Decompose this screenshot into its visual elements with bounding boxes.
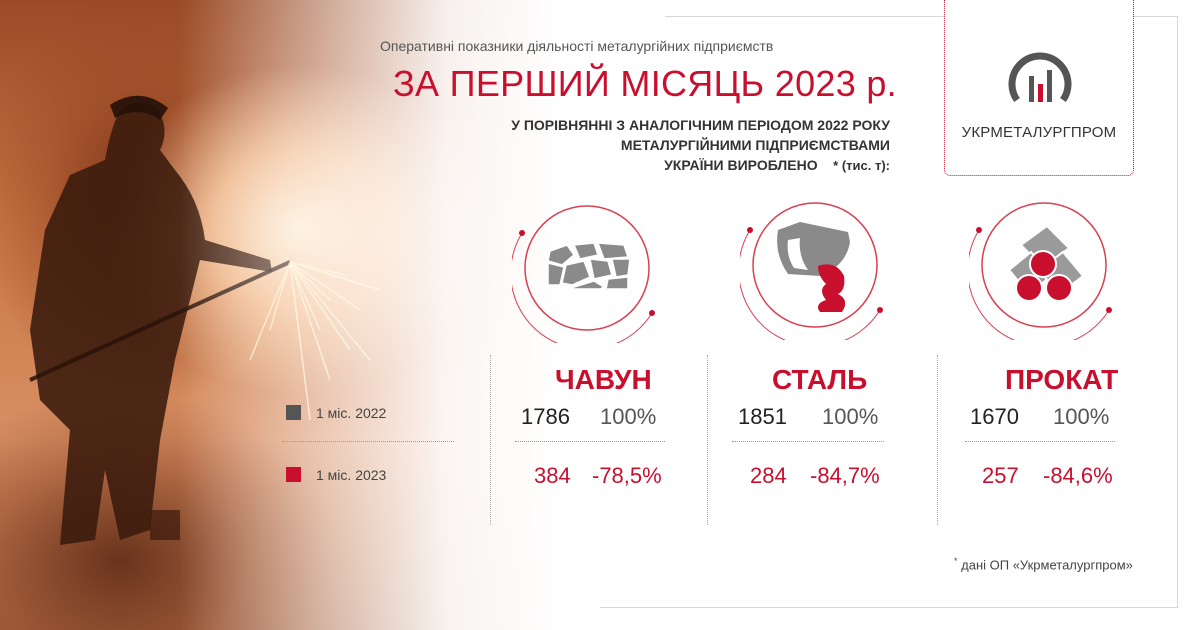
prev-value: 1670 — [970, 404, 1019, 429]
column-separator — [707, 355, 708, 525]
comparison-line-3-wrap: УКРАЇНИ ВИРОБЛЕНО * (тис. т): — [410, 155, 890, 176]
pipes-icon — [969, 202, 1112, 340]
row-divider — [515, 441, 665, 442]
ladle-pour-icon — [740, 202, 883, 340]
footnote-text: дані ОП «Укрметалургпром» — [961, 557, 1133, 573]
comparison-note: У ПОРІВНЯННІ З АНАЛОГІЧНИМ ПЕРІОДОМ 2022… — [410, 115, 890, 176]
subtitle: Оперативні показники діяльності металург… — [380, 38, 774, 54]
photo-fade-overlay — [0, 0, 640, 630]
curr-percent: -84,6% — [1043, 463, 1113, 488]
product-name: ПРОКАТ — [1005, 364, 1119, 395]
legend-swatch-2023 — [286, 467, 301, 482]
legend-swatch-2022 — [286, 405, 301, 420]
unit-note: * (тис. т): — [833, 158, 890, 173]
column-separator — [937, 355, 938, 525]
product-name: СТАЛЬ — [772, 364, 868, 395]
iron-ore-icon-circle — [512, 193, 662, 343]
legend-divider — [282, 441, 454, 442]
frame-bottom-line — [600, 607, 1178, 608]
iron-ore-icon — [512, 205, 655, 343]
ladle-pour-icon-circle — [740, 190, 890, 340]
footnote: * дані ОП «Укрметалургпром» — [954, 556, 1133, 572]
pipes-icon-circle — [969, 190, 1119, 340]
curr-value: 284 — [750, 463, 787, 488]
product-name: ЧАВУН — [555, 364, 652, 395]
comparison-line-2: МЕТАЛУРГІЙНИМИ ПІДПРИЄМСТВАМИ — [620, 137, 890, 153]
row-divider — [732, 441, 884, 442]
comparison-line-3: УКРАЇНИ ВИРОБЛЕНО — [664, 157, 818, 173]
comparison-line-1: У ПОРІВНЯННІ З АНАЛОГІЧНИМ ПЕРІОДОМ 2022… — [511, 117, 890, 133]
row-divider — [965, 441, 1115, 442]
legend-label-2023: 1 міс. 2023 — [316, 467, 387, 483]
curr-value: 384 — [534, 463, 571, 488]
curr-percent: -84,7% — [810, 463, 880, 488]
ukrmetalurgprom-logo-icon — [1008, 52, 1072, 102]
prev-value: 1851 — [738, 404, 787, 429]
curr-percent: -78,5% — [592, 463, 662, 488]
page-title: ЗА ПЕРШИЙ МІСЯЦЬ 2023 р. — [393, 63, 897, 104]
legend-label-2022: 1 міс. 2022 — [316, 405, 387, 421]
logo-box: УКРМЕТАЛУРГПРОМ — [944, 0, 1134, 176]
frame-right-line — [1177, 16, 1178, 608]
prev-percent: 100% — [1053, 404, 1110, 429]
column-separator — [490, 355, 491, 525]
frame-top-line — [665, 16, 1178, 17]
prev-percent: 100% — [600, 404, 657, 429]
logo-name: УКРМЕТАЛУРГПРОМ — [961, 124, 1117, 141]
footnote-mark: * — [954, 556, 958, 566]
prev-value: 1786 — [521, 404, 570, 429]
prev-percent: 100% — [822, 404, 879, 429]
curr-value: 257 — [982, 463, 1019, 488]
